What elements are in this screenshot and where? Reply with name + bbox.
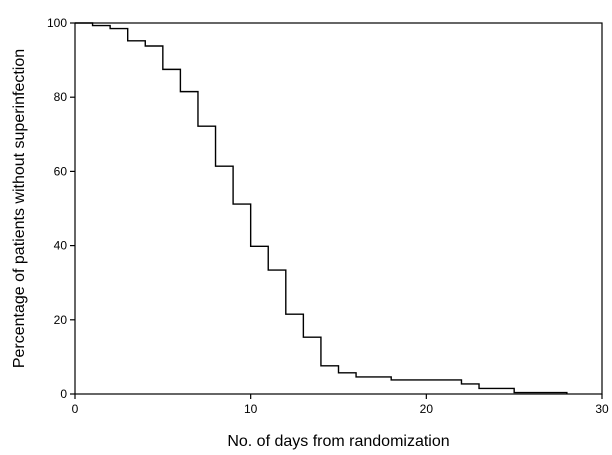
plot-border [74,22,603,395]
y-tick-label: 40 [54,239,68,253]
x-tick-label: 30 [595,402,609,416]
x-tick-label: 20 [420,402,434,416]
y-tick-label: 0 [60,387,67,401]
y-axis-title: Percentage of patients without superinfe… [11,49,28,368]
x-tick-label: 10 [244,402,258,416]
x-tick-label: 0 [72,402,79,416]
y-tick-label: 60 [54,164,68,178]
y-tick-label: 100 [47,16,67,30]
y-axis-ticks: 0 20 40 60 80 100 [47,16,75,401]
y-tick-label: 80 [54,90,68,104]
x-axis-title: No. of days from randomization [227,433,449,450]
plot-frame [74,22,603,395]
x-axis-ticks: 0 10 20 30 [72,394,609,416]
survival-step-line [75,22,568,394]
series-layer [75,22,568,394]
y-tick-label: 20 [54,313,68,327]
